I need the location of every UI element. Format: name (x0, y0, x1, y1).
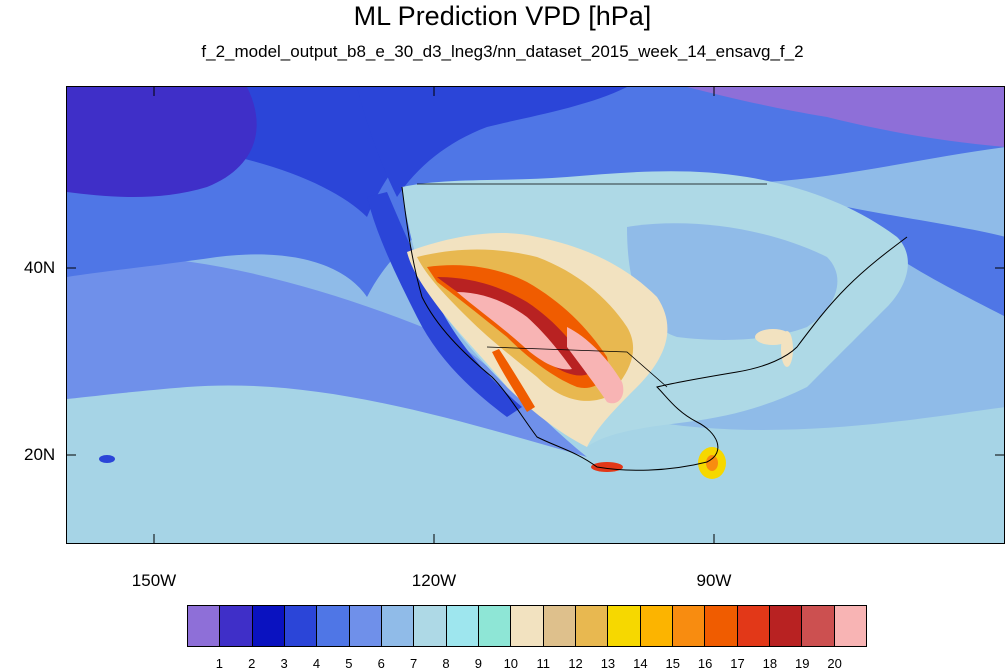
colorbar-tick-label: 17 (730, 656, 745, 671)
vpd-map (66, 86, 1005, 544)
colorbar-swatch (317, 606, 350, 646)
colorbar-swatch (802, 606, 835, 646)
colorbar-tick-label: 12 (568, 656, 583, 671)
texas-hot (567, 327, 624, 404)
colorbar-tick-label: 10 (503, 656, 519, 671)
colorbar-swatch (834, 606, 866, 646)
midwest-field (627, 223, 838, 340)
colorbar-tick-label: 11 (536, 656, 550, 671)
baja-strip (492, 349, 535, 412)
colorbar-swatch (381, 606, 415, 646)
tropical-band (67, 363, 1004, 543)
mexico-border (486, 346, 668, 388)
colorbar-tick-label: 9 (474, 656, 483, 671)
colorbar-tick-label: 18 (762, 656, 778, 671)
colorbar-swatch (737, 606, 770, 646)
colorbar-tick-label: 14 (633, 656, 648, 671)
colorbar-swatch (349, 606, 382, 646)
lon-label-90w: 90W (696, 571, 732, 590)
colorbar-tick-label: 7 (410, 656, 418, 671)
hudson-purple (687, 87, 1004, 147)
colorbar-tick-label: 5 (345, 656, 353, 671)
colorbar-tick-label: 13 (600, 656, 616, 671)
north-pacific-core (67, 87, 257, 197)
colorbar-tick-label: 8 (442, 656, 450, 671)
map-canvas (67, 87, 1004, 543)
lon-label-120w: 120W (411, 571, 457, 590)
colorbar-tick-label: 1 (215, 656, 223, 671)
colorbar-tick-label: 15 (665, 656, 680, 671)
lat-label-40n: 40N (24, 258, 56, 277)
hawaii-islands (99, 455, 115, 463)
lat-label-20n: 20N (24, 445, 56, 464)
colorbar-swatch (478, 606, 512, 646)
plot-title: ML Prediction VPD [hPa] (353, 1, 652, 31)
pacific-mid-band (67, 255, 587, 457)
colorbar-tick-label: 16 (697, 656, 713, 671)
colorbar-tick-label: 20 (827, 656, 842, 671)
colorbar-swatch (252, 606, 285, 646)
colorbar (187, 605, 867, 647)
colorbar-swatch (769, 606, 803, 646)
colorbar-swatch (672, 606, 706, 646)
colorbar-swatch (543, 606, 576, 646)
colorbar-swatch (608, 606, 641, 646)
colorbar-swatch (446, 606, 479, 646)
coastline (401, 186, 908, 471)
colorbar-swatch (511, 606, 544, 646)
colorbar-swatch (220, 606, 253, 646)
colorbar-swatch (575, 606, 609, 646)
dry-zone-20 (457, 292, 572, 370)
colorbar-tick-label: 4 (312, 656, 321, 671)
colorbar-swatch (414, 606, 447, 646)
colorbar-tick-label: 19 (795, 656, 810, 671)
alaska-band (357, 87, 627, 197)
colorbar-swatch (284, 606, 318, 646)
southeast-spot (755, 329, 791, 345)
yucatan-core (706, 455, 718, 471)
colorbar-swatch (705, 606, 738, 646)
plot-subtitle: f_2_model_output_b8_e_30_d3_lneg3/nn_dat… (201, 42, 804, 61)
colorbar-tick-label: 2 (248, 656, 256, 671)
coastal-band (367, 192, 522, 417)
colorbar-swatch (640, 606, 673, 646)
colorbar-tick-label: 6 (377, 656, 385, 671)
colorbar-swatch (188, 606, 221, 646)
lon-label-150w: 150W (131, 571, 177, 590)
colorbar-tick-label: 3 (280, 656, 288, 671)
